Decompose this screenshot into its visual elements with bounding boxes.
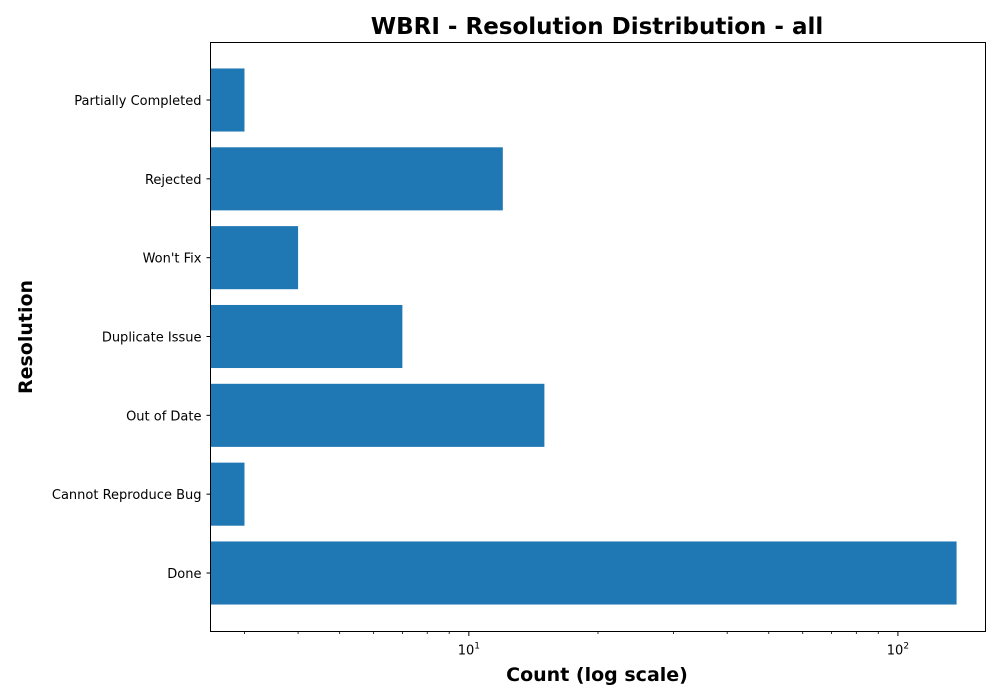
chart-title: WBRI - Resolution Distribution - all [371,14,823,40]
bar-out-of-date [210,383,545,447]
bar-duplicate-issue [210,304,403,369]
plot-frame [210,42,986,632]
bar-cannot-reproduce-bug [210,462,245,526]
y-axis-label: Resolution [15,280,37,394]
y-tick-label: Done [167,567,201,582]
x-tick-label: 101 [458,642,480,659]
x-axis-ticks: 101 102 [244,631,909,659]
bar-won-t-fix [210,226,299,290]
bar-done [210,541,957,605]
y-tick-label: Duplicate Issue [102,331,202,346]
y-tick-label: Out of Date [126,409,201,424]
y-axis-ticks: Done Cannot Reproduce Bug Out of Date Dupli… [52,94,211,582]
x-tick-label: 102 [887,642,909,659]
bar-rejected [210,147,503,211]
x-axis-label: Count (log scale) [506,664,688,686]
bar-partially-completed [210,68,245,132]
y-tick-label: Cannot Reproduce Bug [52,488,202,503]
y-tick-label: Won't Fix [143,252,202,267]
y-tick-label: Partially Completed [74,94,201,109]
y-tick-label: Rejected [145,173,202,188]
bars-layer [210,68,957,605]
